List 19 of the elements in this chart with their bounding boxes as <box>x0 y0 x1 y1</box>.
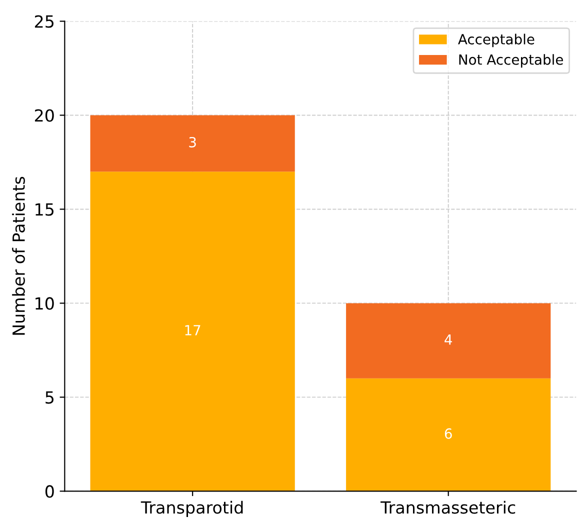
bar <box>346 378 551 492</box>
bar <box>90 115 295 172</box>
legend-label: Not Acceptable <box>459 54 563 68</box>
x-tick-label: Transmasseteric <box>380 500 516 514</box>
y-tick-label: 0 <box>45 485 54 498</box>
data-label: 3 <box>189 136 196 148</box>
bar <box>346 303 551 378</box>
y-tick-label: 20 <box>34 109 54 122</box>
y-tick-label: 25 <box>34 15 54 28</box>
y-tick-label: 10 <box>36 297 54 310</box>
bar <box>90 172 295 492</box>
legend-label: Acceptable <box>458 34 534 48</box>
x-tick-label: Transparotid <box>140 500 243 518</box>
data-label: 17 <box>185 325 200 336</box>
y-axis-title: Number of Patients <box>12 176 25 335</box>
data-label: 4 <box>444 334 452 345</box>
data-label: 6 <box>444 428 452 439</box>
y-tick-label: 5 <box>46 391 54 404</box>
y-tick-label: 15 <box>36 203 54 216</box>
